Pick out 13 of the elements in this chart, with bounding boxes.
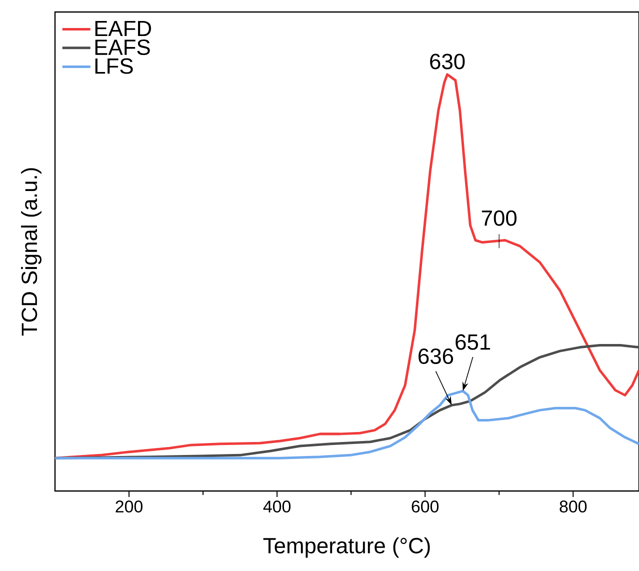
legend-label: LFS [95, 58, 133, 74]
legend-label: EAFD [95, 20, 152, 36]
annotation: 636 [418, 348, 454, 364]
annotation: 651 [456, 334, 490, 350]
x-tick-label: 200 [116, 500, 142, 513]
legend-label: EAFS [95, 40, 150, 56]
x-tick-label: 400 [263, 500, 291, 513]
x-tick-label: 800 [560, 500, 587, 513]
x-tick-label: 600 [412, 500, 439, 513]
y-axis-title: TCD Signal (a.u.) [21, 168, 42, 336]
x-axis-title: Temperature (°C) [263, 537, 430, 558]
annotation: 700 [482, 210, 517, 226]
annotation: 630 [430, 54, 465, 70]
